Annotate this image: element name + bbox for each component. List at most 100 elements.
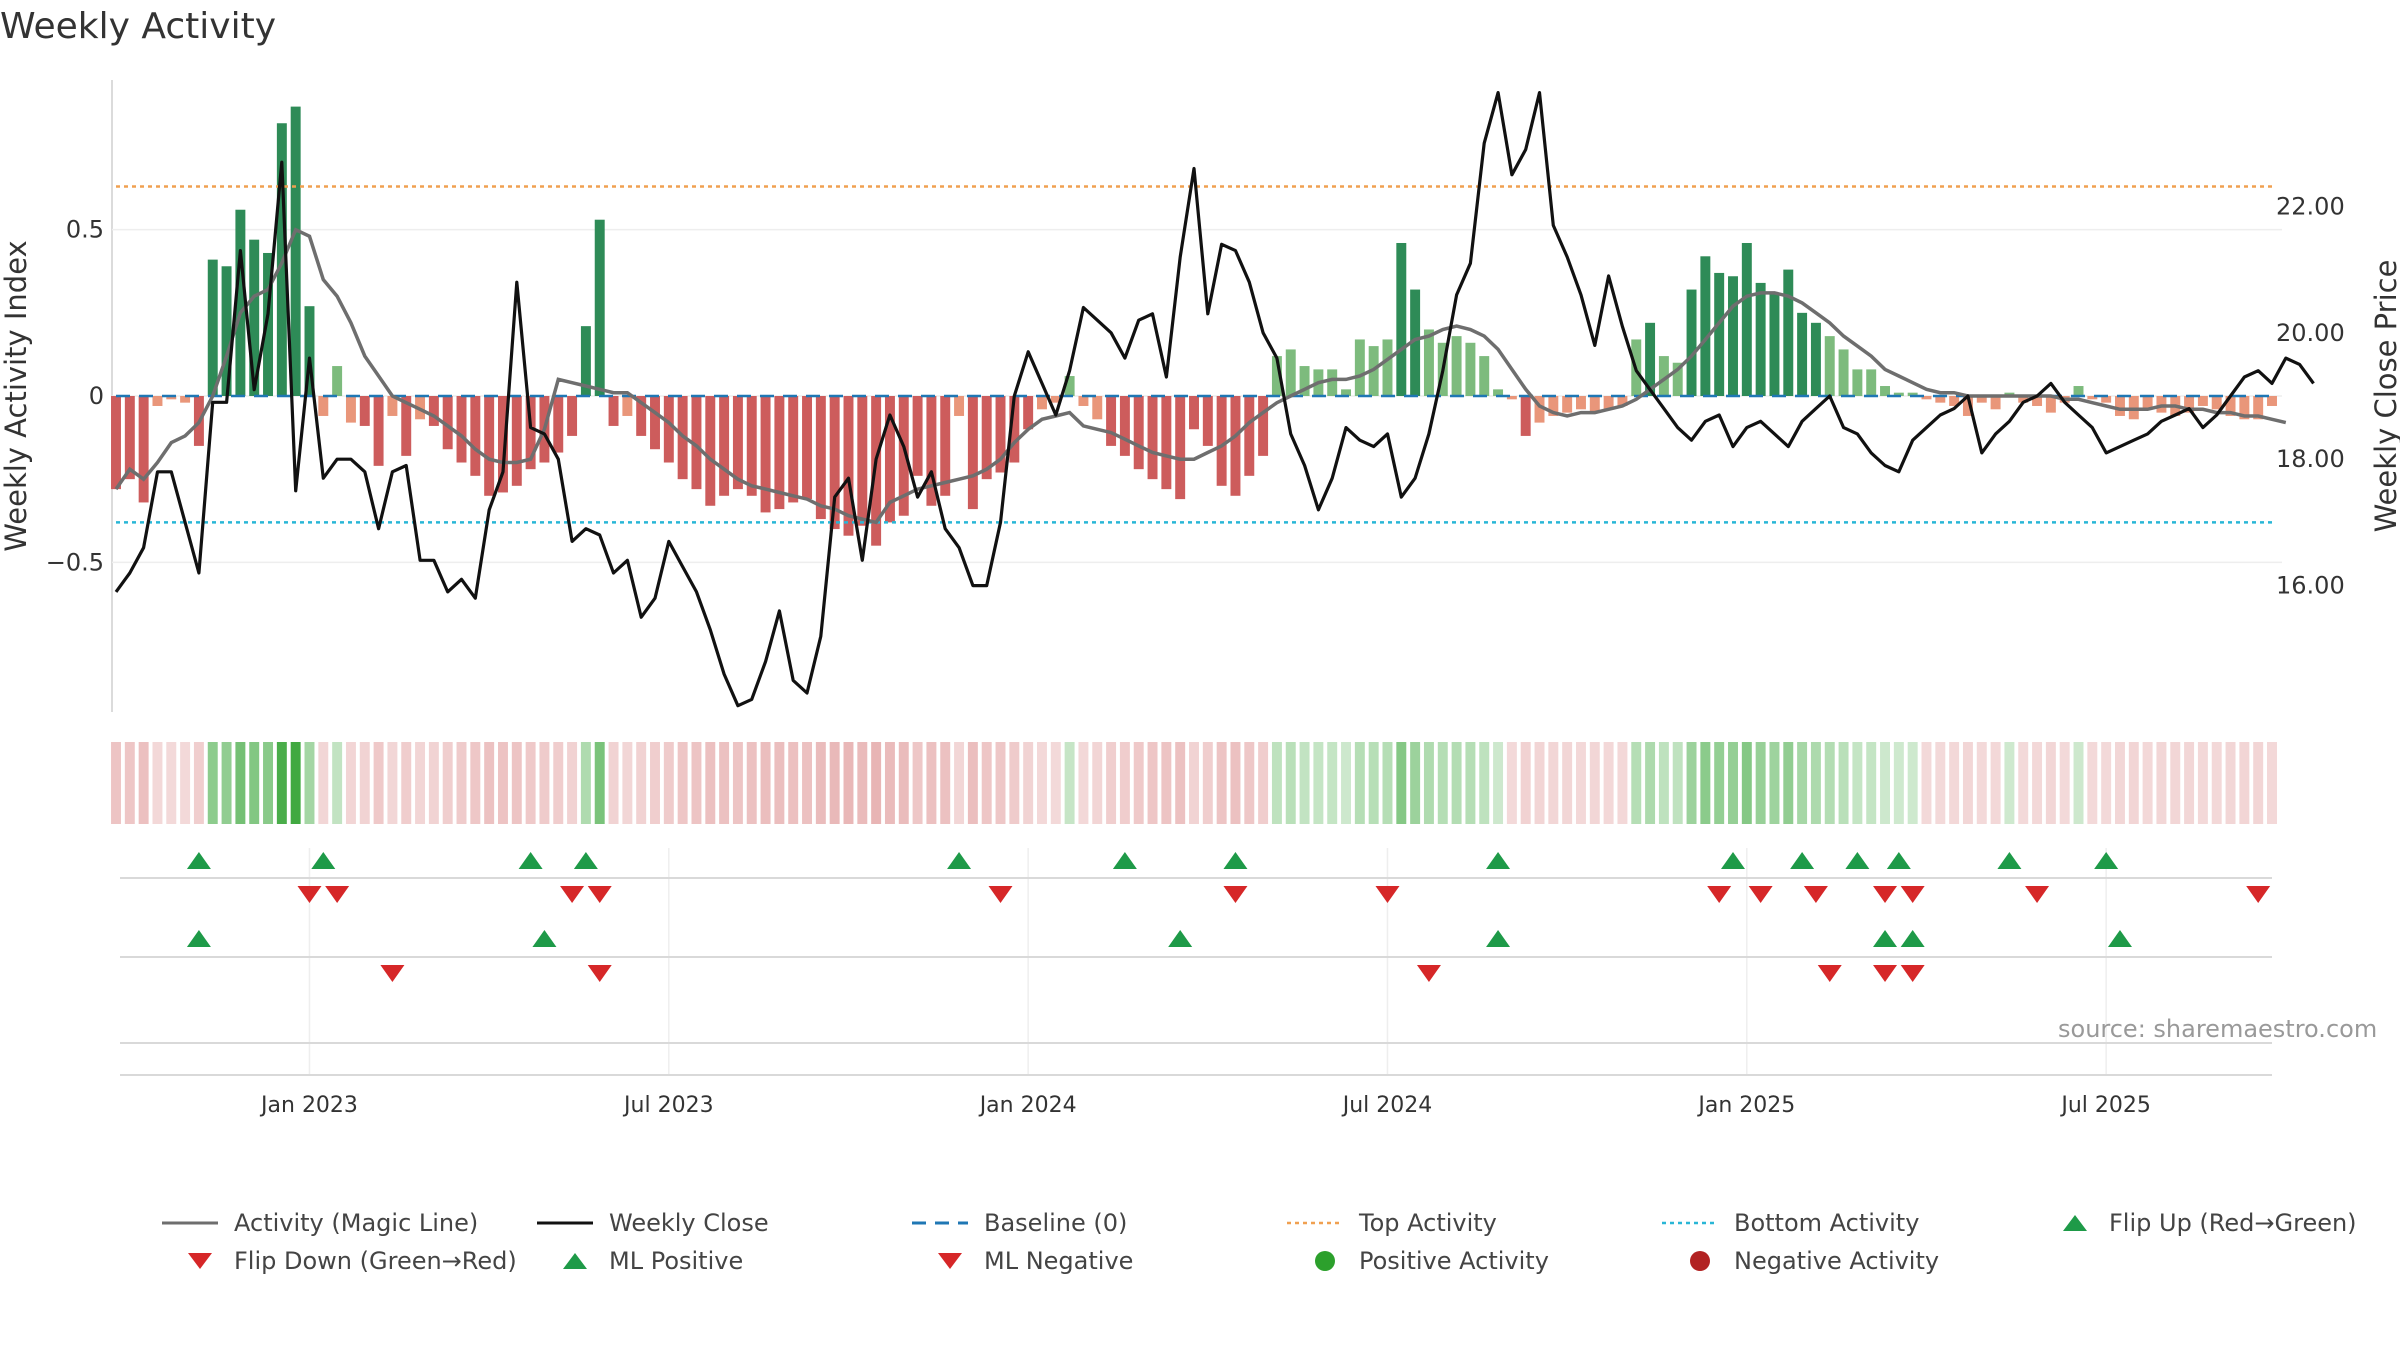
heat-strip-cell [1893, 742, 1904, 824]
heat-strip-cell [1658, 742, 1669, 824]
activity-bar [884, 396, 895, 523]
legend-label-positive-activity: Positive Activity [1359, 1247, 1549, 1275]
flip-up-marker [1997, 852, 2022, 869]
heat-strip-cell [815, 742, 826, 824]
heat-strip-cell [1810, 742, 1821, 824]
activity-bar [843, 396, 854, 536]
activity-bar [249, 239, 260, 396]
heat-strip-cell [2101, 742, 2112, 824]
flip-down-marker [587, 886, 612, 903]
flip-down-marker [1748, 886, 1773, 903]
heat-strip-cell [1271, 742, 1282, 824]
heat-strip-cell [373, 742, 384, 824]
heat-strip-cell [871, 742, 882, 824]
source-note: source: sharemaestro.com [2058, 1015, 2378, 1043]
activity-bar [1949, 396, 1960, 406]
legend-item-weekly-close: Weekly Close [535, 1205, 769, 1241]
activity-bar [567, 396, 578, 436]
heat-strip-cell [415, 742, 426, 824]
heat-strip-cell [1548, 742, 1559, 824]
heat-strip-cell [1189, 742, 1199, 824]
heat-strip-cell [1382, 742, 1393, 824]
heat-strip-cell [304, 742, 315, 824]
activity-bar [1423, 329, 1434, 396]
activity-bar [926, 396, 937, 506]
heat-strip-cell [553, 742, 564, 824]
flip-up-marker [1721, 852, 1745, 869]
activity-bar [152, 396, 163, 406]
heat-strip-cell [2004, 742, 2015, 824]
heat-strip-cell [995, 742, 1006, 824]
heat-strip-cell [1479, 742, 1490, 824]
legend-item-top-activity: Top Activity [1285, 1205, 1497, 1241]
heat-strip-cell [207, 742, 218, 824]
activity-bar [1147, 396, 1158, 480]
ml-positive-marker [1900, 930, 1925, 947]
heat-strip-cell [774, 742, 785, 824]
flip-down-marker [2246, 886, 2271, 903]
activity-bar [1838, 349, 1849, 396]
activity-bar [332, 366, 343, 396]
activity-bar [442, 396, 453, 450]
activity-bar [2142, 396, 2153, 410]
activity-bar [663, 396, 674, 463]
heat-strip-cell [705, 742, 716, 824]
activity-bar [1921, 396, 1932, 400]
activity-bar [1686, 289, 1697, 396]
heat-strip-cell [276, 742, 287, 824]
heat-strip-cell [1949, 742, 1960, 824]
activity-bar [1202, 396, 1213, 446]
heat-strip-cell [456, 742, 467, 824]
legend-label-negative-activity: Negative Activity [1734, 1247, 1940, 1275]
heat-strip-cell [967, 742, 978, 824]
y2-axis-label: Weekly Close Price [2369, 260, 2400, 533]
flip-down-marker [1900, 886, 1925, 903]
y2-tick-label: 20.00 [2276, 319, 2345, 347]
heat-strip-cell [829, 742, 840, 824]
heat-strip-cell [1437, 742, 1448, 824]
activity-bar [387, 396, 398, 416]
heat-strip-cell [1410, 742, 1421, 824]
activity-bar [967, 396, 978, 510]
activity-bar [1589, 396, 1600, 413]
heat-strip-cell [484, 742, 495, 824]
activity-bar [138, 396, 149, 503]
activity-bar [2073, 386, 2084, 396]
legend-label-ml-negative: ML Negative [984, 1247, 1134, 1275]
legend-label-top-activity: Top Activity [1359, 1209, 1497, 1237]
activity-bar [995, 396, 1006, 473]
activity-bar [221, 266, 232, 396]
heat-strip-cell [1327, 742, 1338, 824]
activity-bar [1866, 369, 1877, 396]
heat-strip-cell [1769, 742, 1780, 824]
flip-up-marker [1486, 852, 1511, 869]
heat-strip-cell [525, 742, 536, 824]
activity-bar [622, 396, 633, 416]
flip-down-marker [560, 886, 585, 903]
activity-bar [2045, 396, 2056, 413]
activity-bar [1382, 339, 1393, 396]
heat-strip-cell [1617, 742, 1628, 824]
legend-label-bottom-activity: Bottom Activity [1734, 1209, 1920, 1237]
heat-strip-cell [2197, 742, 2208, 824]
heat-strip-cell [650, 742, 660, 824]
activity-bar [235, 209, 246, 396]
activity-bar [1244, 396, 1255, 476]
flip-up-marker [1790, 852, 1815, 869]
triangle-up-icon [563, 1253, 587, 1269]
activity-bar [857, 396, 868, 526]
heat-strip-cell [926, 742, 937, 824]
heat-strip-cell [387, 742, 398, 824]
legend-item-flip-up: Flip Up (Red→Green) [2055, 1205, 2357, 1241]
activity-bar [1036, 396, 1047, 410]
legend-label-flip-up: Flip Up (Red→Green) [2109, 1209, 2357, 1237]
triangle-up-icon [2063, 1215, 2087, 1231]
heat-strip-cell [1603, 742, 1614, 824]
heat-strip-cell [857, 742, 868, 824]
activity-bar [829, 396, 840, 530]
activity-bar [1285, 349, 1296, 396]
heat-strip-cell [1824, 742, 1835, 824]
heat-strip-cell [622, 742, 633, 824]
